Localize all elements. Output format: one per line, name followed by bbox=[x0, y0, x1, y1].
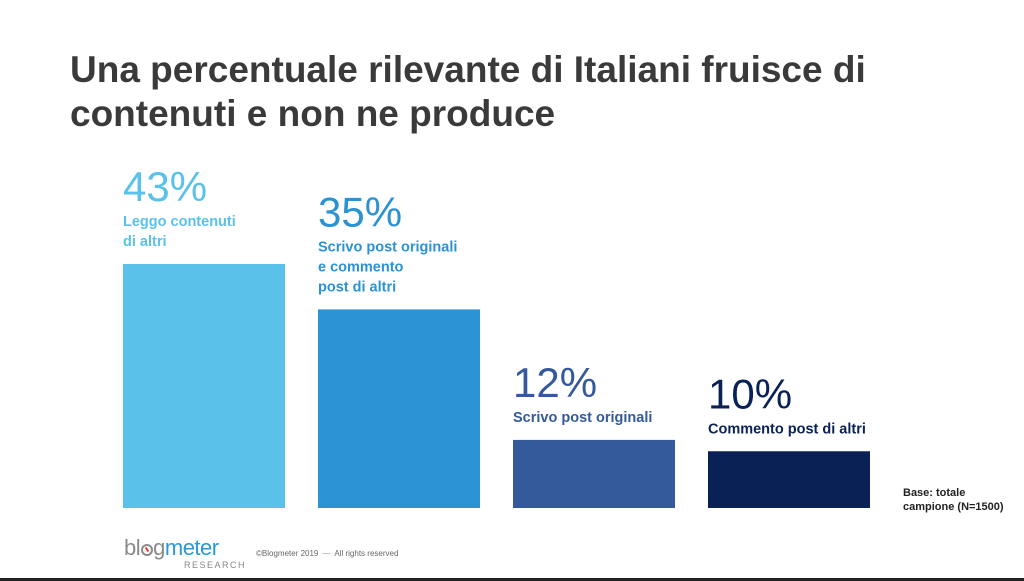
value-label-1: 43% bbox=[123, 163, 207, 210]
bar-2 bbox=[318, 309, 480, 508]
copyright-separator: — bbox=[322, 549, 331, 558]
category-label-2-line-3: post di altri bbox=[318, 279, 396, 295]
copyright-text: ©Blogmeter 2019 bbox=[256, 549, 319, 558]
logo-wordmark: bl gmeter bbox=[124, 536, 244, 560]
bar-1 bbox=[123, 264, 285, 508]
gauge-icon bbox=[140, 544, 153, 556]
bottom-rule bbox=[0, 578, 1024, 581]
bar-4 bbox=[708, 451, 870, 508]
category-label-2-line-1: Scrivo post originali bbox=[318, 239, 457, 255]
category-label-3-line-1: Scrivo post originali bbox=[513, 410, 652, 426]
logo-text-g: g bbox=[153, 535, 165, 560]
base-note-line-2: campione (N=1500) bbox=[903, 501, 1004, 513]
logo-research: RESEARCH bbox=[184, 560, 247, 570]
copyright: ©Blogmeter 2019— All rights reserved bbox=[256, 549, 398, 558]
page-title: Una percentuale rilevante di Italiani fr… bbox=[70, 48, 950, 136]
title-line-2: contenuti e non ne produce bbox=[70, 93, 556, 134]
logo-text-meter: meter bbox=[164, 535, 219, 560]
base-note-line-1: Base: totale bbox=[903, 487, 966, 499]
rights-text: All rights reserved bbox=[334, 549, 399, 558]
bar-3 bbox=[513, 439, 675, 508]
value-label-4: 10% bbox=[708, 370, 792, 417]
value-label-3: 12% bbox=[513, 359, 597, 406]
title-line-1: Una percentuale rilevante di Italiani fr… bbox=[70, 49, 866, 90]
value-label-2: 35% bbox=[318, 188, 402, 235]
category-label-2-line-2: e commento bbox=[318, 259, 404, 275]
logo-text-bl: bl bbox=[124, 535, 141, 560]
base-note: Base: totale campione (N=1500) bbox=[903, 486, 1023, 514]
category-label-1-line-1: Leggo contenuti bbox=[123, 214, 236, 230]
blogmeter-logo: bl gmeter RESEARCH bbox=[124, 536, 247, 576]
category-label-4-line-1: Commento post di altri bbox=[708, 421, 866, 437]
category-label-1-line-2: di altri bbox=[123, 234, 167, 250]
